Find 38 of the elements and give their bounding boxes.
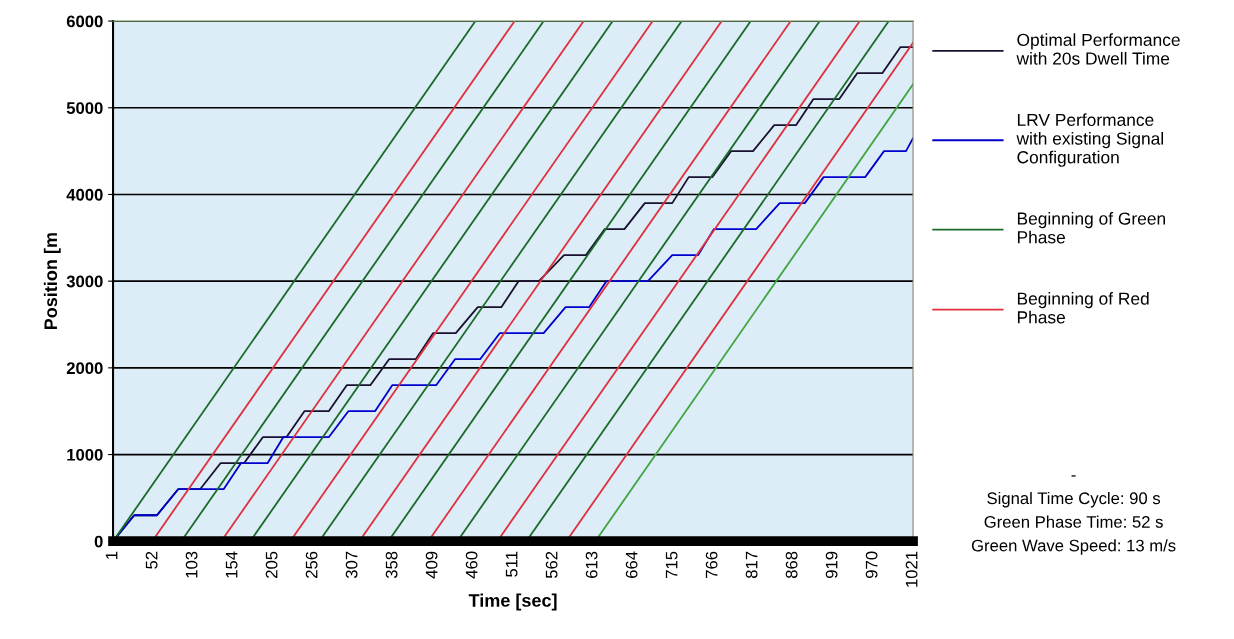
legend-label: Beginning of Green Phase [1017, 211, 1165, 244]
y-tick-label: 6000 [66, 15, 103, 28]
text: Signal Time Cycle: 90 s [987, 491, 1161, 508]
y-tick-label: 2000 [66, 362, 103, 375]
x-tick-label: 1 [105, 551, 118, 559]
text: Green Phase Time: 52 s [984, 515, 1163, 528]
x-tick-label: 766 [705, 551, 718, 578]
x-tick-label: 511 [505, 551, 518, 577]
y-tick-label: 4000 [66, 188, 103, 201]
text: Green Wave Speed: 13 m/s [971, 539, 1176, 555]
x-tick-label: 613 [585, 551, 598, 578]
x-tick-label: 919 [825, 551, 838, 578]
y-tick-label: 3000 [66, 275, 103, 288]
legend-label: Optimal Performance with 20s Dwell Time [1016, 33, 1180, 65]
x-tick-label: 103 [185, 551, 198, 578]
y-tick-label: 1000 [67, 448, 103, 461]
x-tick-label: 970 [865, 551, 878, 578]
y-tick-label: 5000 [66, 102, 103, 114]
x-tick-label: 664 [625, 551, 638, 578]
x-tick-label: 409 [425, 551, 438, 579]
x-tick-label: 154 [225, 551, 238, 578]
x-tick-label: 307 [345, 551, 358, 579]
x-tick-label: 1021 [905, 551, 918, 587]
x-tick-label: 715 [665, 551, 678, 578]
x-axis-title: Time [sec] [468, 593, 557, 611]
x-tick-label: 358 [385, 551, 398, 579]
x-tick-label: 205 [265, 551, 278, 578]
legend-label: Beginning of Red Phase [1017, 292, 1149, 324]
x-tick-label: 256 [305, 551, 318, 578]
x-tick-label: 868 [785, 551, 798, 579]
text: - [1071, 475, 1076, 477]
x-tick-label: 562 [545, 551, 558, 579]
x-tick-label: 817 [745, 551, 758, 579]
x-tick-label: 460 [465, 551, 478, 579]
legend-label: LRV Performance with existing Signal Configuration [1016, 113, 1164, 167]
x-tick-label: 52 [145, 551, 158, 569]
y-axis-title: Position [m [43, 233, 61, 330]
y-tick-label: 0 [94, 535, 103, 548]
